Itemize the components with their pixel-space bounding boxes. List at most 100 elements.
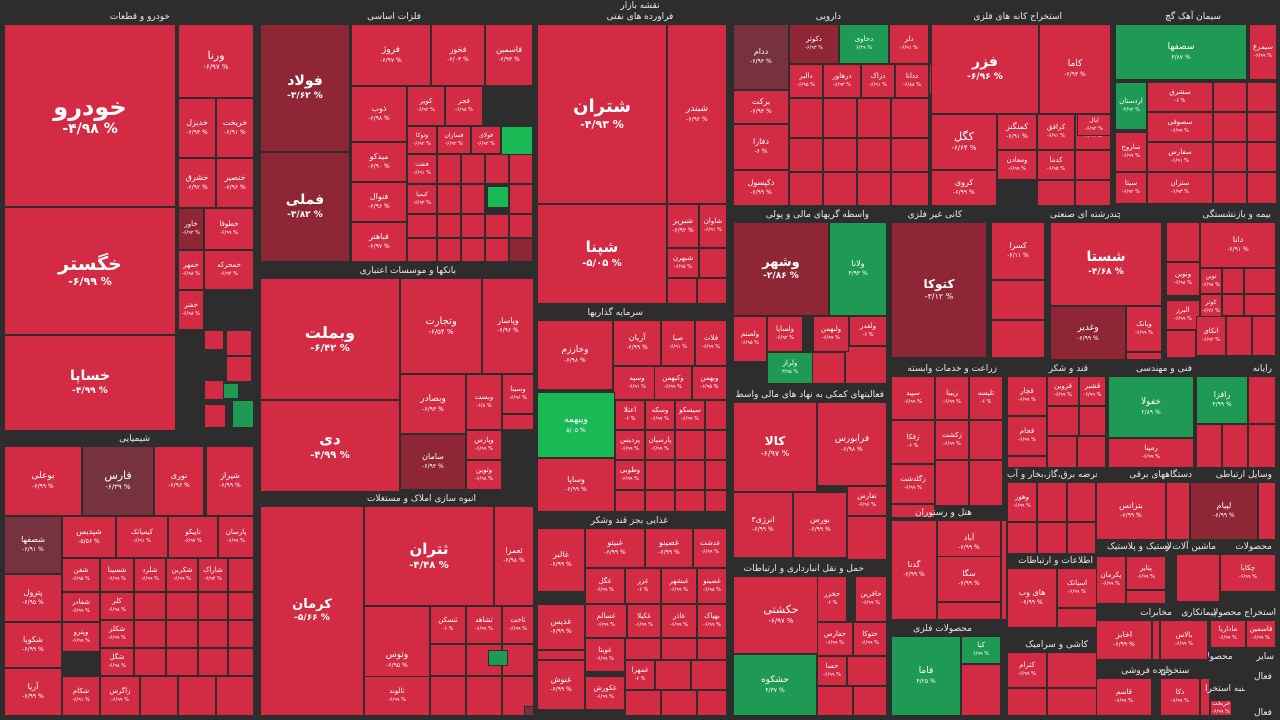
stock-tile[interactable]: کترام -۶/۹۹ % [1007,652,1047,688]
small-tile[interactable] [1079,406,1106,436]
stock-tile[interactable]: شفن -۶/۹۵ % [62,558,100,592]
small-tile[interactable] [166,648,198,676]
stock-tile[interactable]: حخزر -۶ % [817,576,847,622]
stock-tile[interactable]: سصفها ۳/۸۷ % [1115,24,1247,80]
small-tile[interactable] [1057,608,1097,628]
stock-tile[interactable]: ونوین -۶/۹۸ % [1166,262,1200,296]
stock-tile[interactable]: پارسیان -۶/۹۹ % [645,430,675,460]
small-tile[interactable] [991,320,1045,358]
stock-tile[interactable]: اعتلا -۶ % [615,400,645,430]
stock-tile[interactable]: خفولا ۲/۸۹ % [1108,376,1194,438]
small-tile[interactable] [1047,652,1097,688]
small-tile[interactable] [1075,150,1111,180]
small-tile[interactable] [675,490,705,512]
small-tile[interactable] [1252,316,1276,356]
stock-tile[interactable]: ستران -۶/۹۳ % [1147,172,1213,204]
small-tile[interactable] [1126,352,1162,360]
stock-tile[interactable]: شفادر -۶/۹۹ % [62,592,100,622]
small-tile[interactable] [407,214,437,238]
stock-tile[interactable]: غبیتو -۶/۹۹ % [585,528,645,568]
stock-tile[interactable]: سامان -۶/۹۳ % [400,434,466,490]
stock-tile[interactable]: ددانا -۶/۸۸ % [895,64,929,98]
stock-tile[interactable]: ذوب -۶/۹۸ % [351,86,407,142]
stock-tile[interactable]: آریا -۶/۹۹ % [4,668,62,716]
stock-tile[interactable]: فباهنر -۶/۹۷ % [351,222,407,262]
small-tile[interactable] [1222,294,1244,316]
stock-tile[interactable]: ولانا ۴/۹۳ % [829,222,887,316]
stock-tile[interactable]: غصینو -۶/۹۹ % [645,528,693,568]
stock-tile[interactable]: شصفها -۶/۹۱ % [4,516,62,574]
small-tile[interactable] [502,414,534,430]
stock-tile[interactable]: میدکو -۶/۹۰ % [351,142,407,182]
small-tile[interactable] [847,656,887,686]
stock-tile[interactable]: شاراک -۶/۹۴ % [198,558,228,592]
stock-tile[interactable]: اردستان -۴/۹۲ % [1115,82,1147,130]
small-tile[interactable] [223,383,239,399]
stock-tile[interactable]: ورنا -۶/۹۷ % [178,24,254,98]
stock-tile[interactable]: دحاوی ۶/۴۹ % [839,24,889,64]
stock-tile[interactable]: غکورش -۶/۹۹ % [585,676,625,710]
stock-tile[interactable]: کگل -۶/۶۴ % [931,114,997,170]
stock-tile[interactable]: چکاپا -۶/۹۹ % [1220,554,1276,592]
stock-tile[interactable]: وساپا -۶/۹۹ % [537,458,615,512]
small-tile[interactable] [645,490,675,512]
small-tile[interactable] [437,238,461,262]
stock-tile[interactable]: شیراز -۶/۹۹ % [206,446,254,516]
stock-tile[interactable]: آریان -۶/۹۹ % [613,320,661,366]
small-tile[interactable] [430,644,466,676]
stock-tile[interactable]: رمپنا -۶/۹۹ % [1108,438,1194,468]
stock-tile[interactable]: کرافق -۶/۹۱ % [1037,114,1075,150]
small-tile[interactable] [615,490,645,512]
small-tile[interactable] [1077,436,1106,468]
small-tile[interactable] [823,138,857,172]
stock-tile[interactable]: اتکای -۶/۹۲ % [1196,316,1226,356]
stock-tile[interactable]: فرابورس -۶/۹۸ % [817,402,887,486]
small-tile[interactable] [437,184,461,214]
small-tile[interactable] [488,650,508,666]
stock-tile[interactable]: شبریز -۶/۹۲ % [667,204,699,248]
small-tile[interactable] [1222,424,1248,468]
stock-tile[interactable]: شبندر -۶/۹۲ % [667,24,727,204]
stock-tile[interactable]: وتوکا -۶/۹۲ % [407,126,437,154]
stock-tile[interactable]: فنفت -۶/۹۱ % [407,154,437,184]
small-tile[interactable] [166,620,198,648]
stock-tile[interactable]: شاوان -۶/۹۱ % [699,204,727,248]
stock-tile[interactable]: فاسمین -۶/۹۹ % [1246,620,1276,648]
stock-tile[interactable]: دلر -۶/۹۱ % [889,24,929,64]
small-tile[interactable] [1258,482,1276,540]
stock-tile[interactable]: فجر -۶/۹۸ % [445,86,483,126]
stock-tile[interactable]: کلر -۶/۹۸ % [100,592,134,620]
small-tile[interactable] [461,184,485,214]
stock-tile[interactable]: لپیام -۶/۹۹ % [1190,482,1258,540]
small-tile[interactable] [204,380,224,400]
small-tile[interactable] [198,592,228,620]
small-tile[interactable] [461,154,485,184]
stock-tile[interactable]: شبهرن -۶/۹۵ % [667,248,699,278]
stock-tile[interactable]: کرمان -۵/۶۶ % [260,506,364,716]
small-tile[interactable] [166,592,198,620]
stock-tile[interactable]: غدشت -۶/۹۹ % [693,528,727,568]
stock-tile[interactable]: ثشاهد -۶/۹۹ % [466,606,502,644]
stock-tile[interactable]: غکیلا -۶/۹۹ % [627,604,661,638]
stock-tile[interactable]: کویر -۶/۹۲ % [407,86,445,126]
stock-tile[interactable]: ولراز ۳/۹۵ % [767,352,813,384]
stock-tile[interactable]: فخوز -۶/۰۳ % [431,24,485,86]
stock-tile[interactable]: کیمیاتک -۶/۹۱ % [116,516,168,558]
stock-tile[interactable]: ایال -۶/۹۲ % [1077,114,1111,136]
stock-tile[interactable]: وپاسار -۶/۹۶ % [482,278,534,374]
stock-tile[interactable]: قزوین -۶/۹۹ % [1047,376,1079,406]
stock-tile[interactable]: حشکوه ۴/۳۷ % [733,654,817,716]
stock-tile[interactable]: اخابر -۶/۹۹ % [1096,620,1152,660]
small-tile[interactable] [1213,142,1247,172]
small-tile[interactable] [705,460,727,490]
stock-tile[interactable]: بترانس -۶/۹۹ % [1096,482,1166,540]
stock-tile[interactable]: فارس -۶/۳۹ % [82,446,154,516]
small-tile[interactable] [1007,456,1047,468]
stock-tile[interactable]: ولساپا -۶/۹۲ % [767,316,803,352]
small-tile[interactable] [232,400,254,428]
stock-tile[interactable]: خریخت -۶/۹۱ % [216,98,254,158]
stock-tile[interactable]: فولاد -۳/۶۲ % [260,24,350,152]
stock-tile[interactable]: قشیر -۶/۹۹ % [1079,376,1106,406]
small-tile[interactable] [891,504,935,518]
small-tile[interactable] [509,154,533,184]
